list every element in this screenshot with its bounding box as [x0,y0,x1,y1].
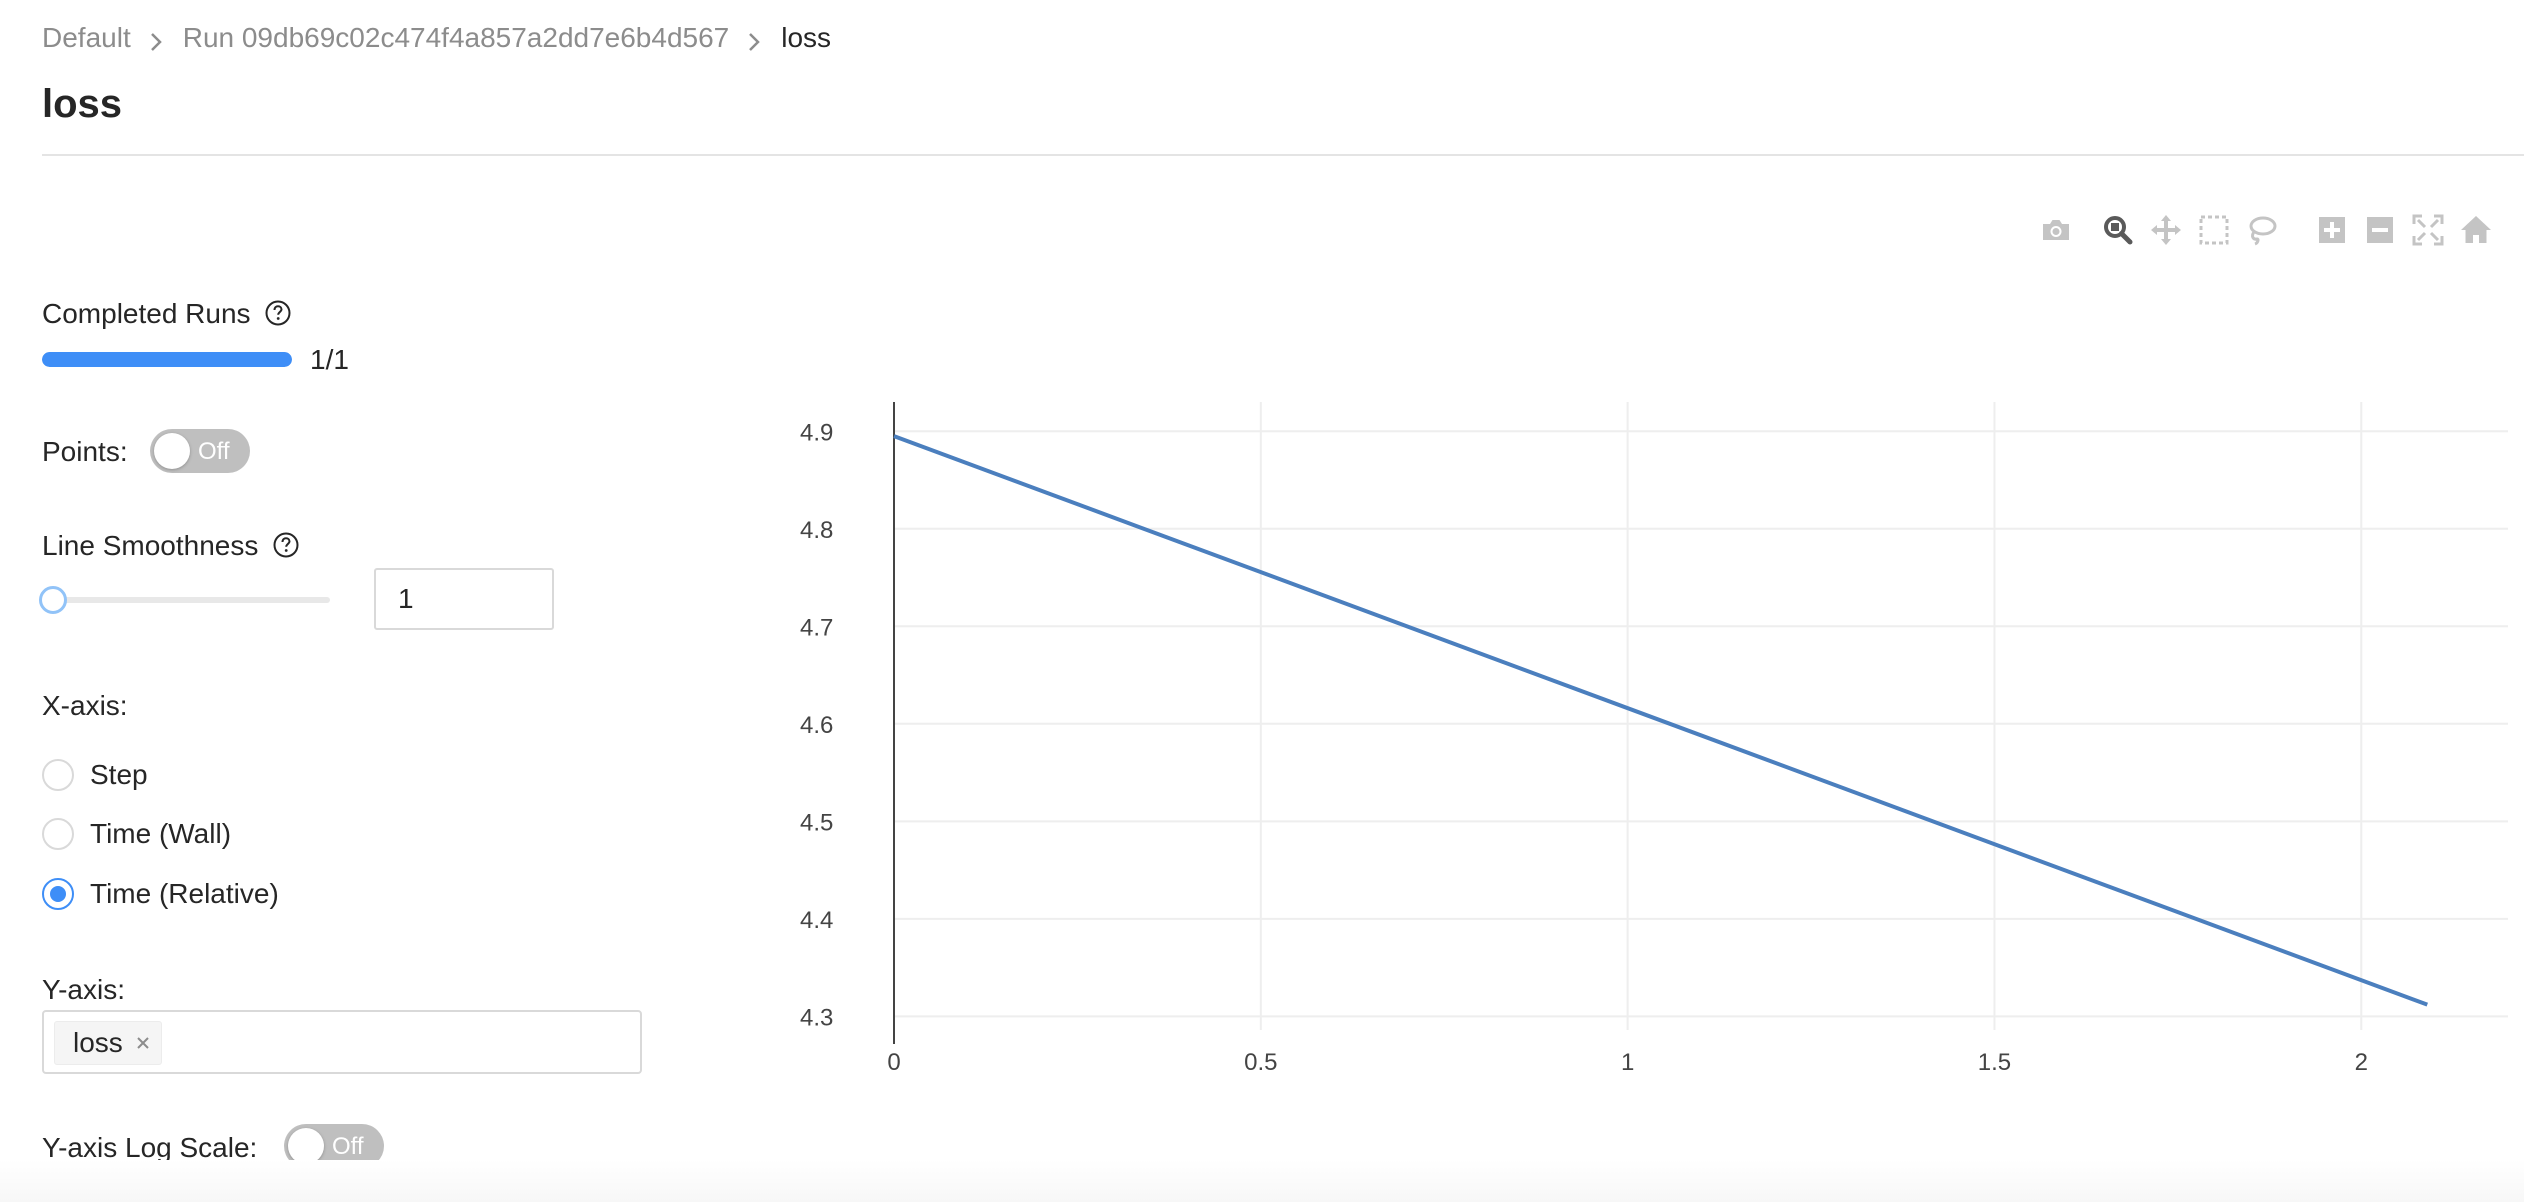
toggle-knob [154,433,190,469]
log-scale-toggle-text: Off [332,1133,364,1160]
page-title: loss [42,82,123,126]
x-tick-label: 2 [2355,1049,2368,1076]
radio-button-selected[interactable] [42,878,74,910]
breadcrumb-run-link[interactable]: Run 09db69c02c474f4a857a2dd7e6b4d567 [182,22,730,53]
points-toggle[interactable]: Off [150,429,250,473]
x-axis-label: X-axis: [42,690,128,721]
zoom-in-icon[interactable] [2314,212,2350,248]
y-axis-ticks: 4.3 4.4 4.5 4.6 4.7 4.8 4.9 [800,419,833,1031]
y-tick-label: 4.6 [800,712,833,739]
question-circle-icon[interactable] [272,531,300,559]
title-divider [42,154,2524,156]
x-tick-label: 0 [887,1049,900,1076]
radio-button[interactable] [42,759,74,791]
breadcrumb-experiment-link[interactable]: Default [42,22,131,53]
completed-runs-text: Completed Runs [42,298,251,329]
zoom-out-icon[interactable] [2362,212,2398,248]
box-select-icon[interactable] [2196,212,2232,248]
x-axis-option-step[interactable]: Step [42,759,148,791]
line-smoothness-input[interactable] [374,568,554,630]
y-axis-log-scale-label: Y-axis Log Scale: [42,1132,258,1163]
y-axis-select[interactable]: loss [42,1010,642,1074]
completed-runs-count: 1/1 [310,344,349,375]
y-tick-label: 4.8 [800,517,833,544]
y-tick-label: 4.5 [800,809,833,836]
reset-axes-icon[interactable] [2458,212,2494,248]
x-axis-option-label: Step [90,759,148,790]
x-axis-option-label: Time (Wall) [90,818,232,849]
completed-runs-label: Completed Runs [42,298,292,330]
zoom-icon[interactable] [2100,212,2136,248]
question-circle-icon[interactable] [264,299,292,327]
tag-label: loss [73,1027,123,1058]
points-label: Points: [42,436,128,467]
x-tick-label: 0.5 [1244,1049,1277,1076]
autoscale-icon[interactable] [2410,212,2446,248]
y-tick-label: 4.4 [800,907,833,934]
line-smoothness-text: Line Smoothness [42,530,259,561]
line-smoothness-slider-handle[interactable] [39,586,67,614]
bottom-fade [0,1160,2524,1202]
progress-fill [42,352,292,367]
breadcrumb-current-metric: loss [781,22,832,53]
camera-icon[interactable] [2038,212,2074,248]
line-smoothness-label: Line Smoothness [42,530,300,562]
chevron-right-icon [149,31,163,51]
y-axis-tag-loss: loss [54,1021,162,1065]
y-tick-label: 4.9 [800,419,833,446]
x-axis-option-time-relative[interactable]: Time (Relative) [42,878,279,910]
toggle-knob [288,1128,324,1164]
y-tick-label: 4.7 [800,614,833,641]
completed-runs-progress-bar [42,352,292,367]
line-smoothness-slider[interactable] [52,597,330,603]
radio-button[interactable] [42,818,74,850]
close-icon[interactable] [135,1035,151,1051]
x-axis-option-time-wall[interactable]: Time (Wall) [42,818,231,850]
pan-icon[interactable] [2148,212,2184,248]
x-axis-option-label: Time (Relative) [90,878,279,909]
points-toggle-text: Off [198,438,230,465]
breadcrumb: Default Run 09db69c02c474f4a857a2dd7e6b4… [42,20,831,56]
y-grid [894,430,2508,1018]
y-tick-label: 4.3 [800,1004,833,1031]
series-line [893,434,2428,1007]
chevron-right-icon [747,31,761,51]
x-axis-ticks: 0 0.5 1 1.5 2 [887,1049,2368,1076]
lasso-select-icon[interactable] [2244,212,2280,248]
x-tick-label: 1 [1621,1049,1634,1076]
x-tick-label: 1.5 [1978,1049,2011,1076]
y-axis-label: Y-axis: [42,974,126,1005]
series-layer [893,434,2428,1007]
x-grid [1259,402,2363,1030]
